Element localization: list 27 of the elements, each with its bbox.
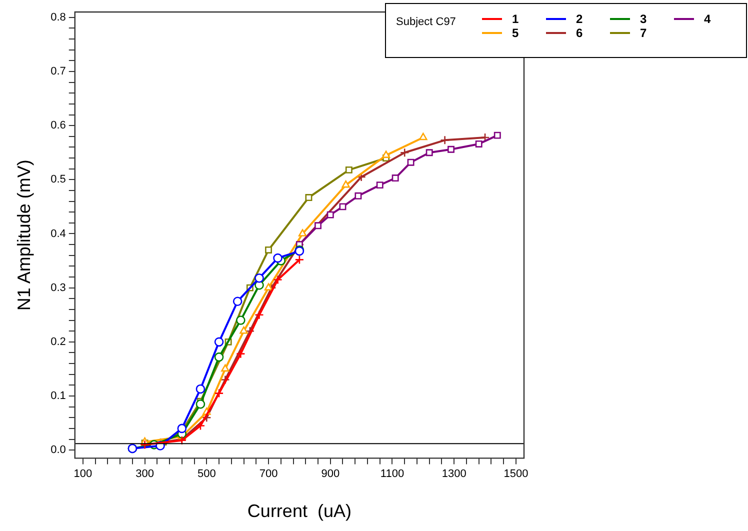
legend-label: 3 xyxy=(640,12,647,26)
x-tick-label: 900 xyxy=(321,468,340,480)
y-tick-label: 0.2 xyxy=(50,336,66,348)
y-tick-label: 0.7 xyxy=(50,66,66,78)
legend-label: 5 xyxy=(512,26,519,40)
x-tick-label: 300 xyxy=(136,468,154,480)
y-axis-title: N1 Amplitude (mV) xyxy=(14,160,34,311)
x-tick-label: 100 xyxy=(74,468,92,480)
x-tick-label: 700 xyxy=(259,468,278,480)
legend-label: 2 xyxy=(576,12,583,26)
y-tick-label: 0.4 xyxy=(50,228,66,240)
y-tick-label: 0.1 xyxy=(50,390,66,402)
legend-label: 1 xyxy=(512,12,519,26)
x-tick-label: 1100 xyxy=(380,468,404,480)
legend-label: 6 xyxy=(576,26,583,40)
x-tick-label: 500 xyxy=(197,468,216,480)
x-tick-label: 1300 xyxy=(442,468,466,480)
y-tick-label: 0.3 xyxy=(50,282,66,294)
x-tick-label: 1500 xyxy=(504,468,528,480)
legend-title: Subject C97 xyxy=(396,16,456,28)
y-tick-label: 0.5 xyxy=(50,174,66,186)
y-tick-label: 0.0 xyxy=(50,444,66,456)
legend-label: 7 xyxy=(640,26,647,40)
legend-label: 4 xyxy=(704,12,711,26)
y-tick-label: 0.8 xyxy=(50,11,66,24)
y-tick-label: 0.6 xyxy=(50,120,66,132)
x-axis-title: Current (uA) xyxy=(247,501,352,522)
